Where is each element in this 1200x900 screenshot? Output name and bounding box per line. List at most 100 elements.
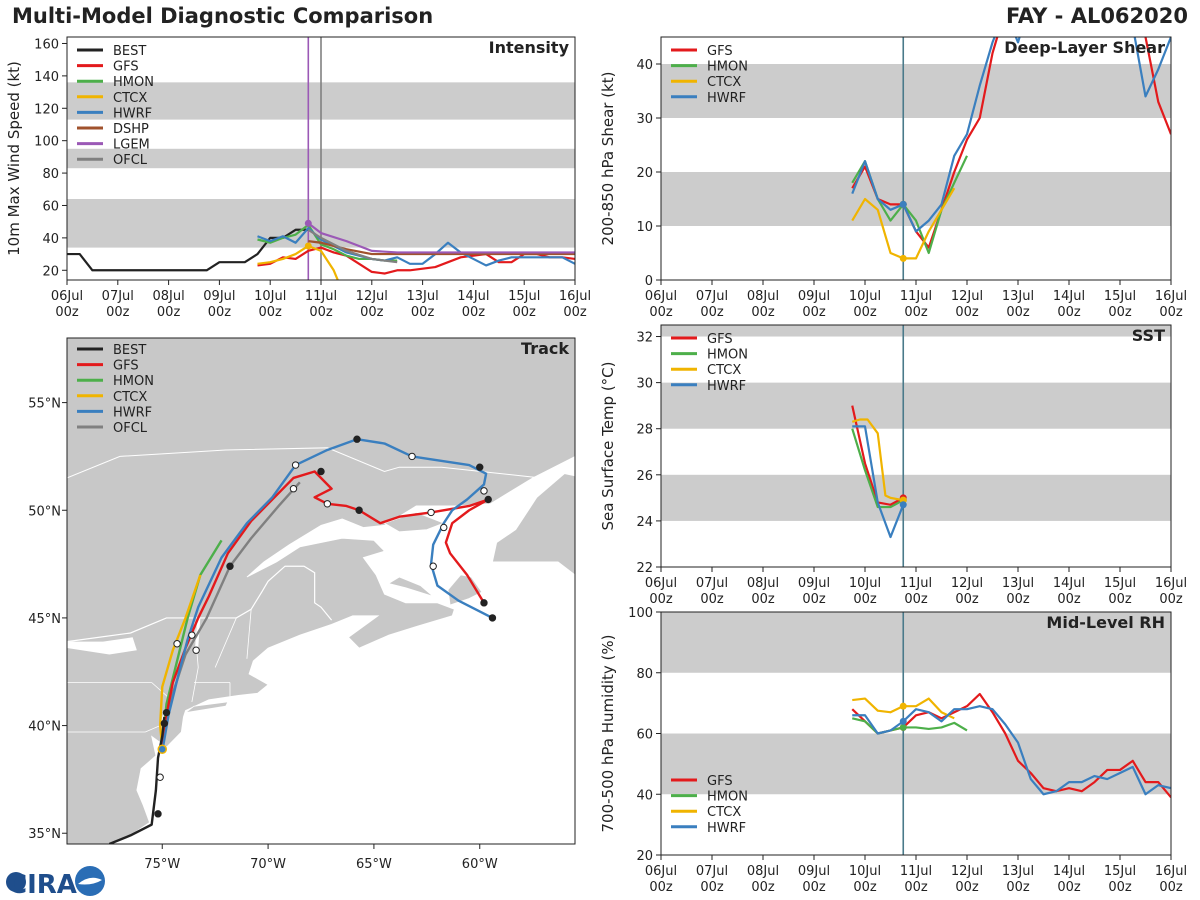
x-tick-hour-shear-8: 00z (1057, 305, 1081, 320)
state-border-2 (246, 609, 252, 659)
legend-label-rh-hwrf: HWRF (707, 821, 746, 836)
x-tick-hour-intensity-7: 00z (411, 305, 435, 320)
x-tick-label-sst-7: 13Jul (1002, 576, 1034, 591)
y-tick-label-intensity-120: 120 (34, 102, 59, 117)
track-point-hwrf-7 (488, 614, 497, 622)
y-tick-label-intensity-100: 100 (34, 135, 59, 150)
x-tick-hour-shear-2: 00z (751, 305, 775, 320)
legend-label-rh-ctcx: CTCX (707, 805, 741, 820)
x-tick-label-sst-6: 12Jul (951, 576, 983, 591)
y-tick-label-shear-40: 40 (636, 58, 653, 73)
lon-label-2: 65°W (356, 857, 392, 872)
x-tick-label-sst-8: 14Jul (1053, 576, 1085, 591)
y-tick-label-intensity-60: 60 (42, 199, 59, 214)
legend-label-rh-hmon: HMON (707, 790, 748, 805)
land-pei (387, 576, 434, 597)
legend-label-shear-hwrf: HWRF (707, 91, 746, 106)
map-area (67, 338, 575, 844)
x-tick-hour-sst-7: 00z (1006, 592, 1030, 607)
x-tick-label-intensity-2: 08Jul (152, 289, 184, 304)
shade-band-0 (661, 733, 1171, 795)
x-tick-label-rh-8: 14Jul (1053, 864, 1085, 879)
x-tick-hour-rh-8: 00z (1057, 880, 1081, 895)
series-sst-hwrf (852, 425, 905, 539)
y-tick-label-intensity-140: 140 (34, 70, 59, 85)
x-tick-hour-shear-3: 00z (802, 305, 826, 320)
x-tick-label-intensity-5: 11Jul (305, 289, 337, 304)
legend-label-track-hwrf: HWRF (113, 405, 152, 420)
legend-label-sst-hwrf: HWRF (707, 379, 746, 394)
track-point-gfs-2 (355, 506, 363, 514)
x-tick-hour-rh-5: 00z (904, 880, 928, 895)
track-point-hwrf-5 (440, 523, 448, 532)
x-tick-label-rh-7: 13Jul (1002, 864, 1034, 879)
legend-label-intensity-dshp: DSHP (113, 122, 149, 137)
init-marker-rh-hwrf (899, 717, 907, 725)
init-marker-shear-ctcx (899, 254, 907, 262)
border-us-canada (67, 565, 333, 643)
track-point-gfs-0 (317, 467, 325, 476)
figure-title: Multi-Model Diagnostic Comparison (12, 4, 434, 28)
track-point-ofcl-0 (173, 640, 181, 648)
legend-label-track-gfs: GFS (113, 359, 139, 374)
x-tick-hour-shear-6: 00z (955, 305, 979, 320)
y-tick-label-sst-24: 24 (636, 515, 653, 530)
plot-area-sst (661, 325, 1171, 567)
track-point-gfs-3 (427, 508, 435, 517)
legend-label-track-ctcx: CTCX (113, 390, 147, 405)
x-tick-hour-sst-1: 00z (700, 592, 724, 607)
x-tick-label-shear-2: 08Jul (747, 289, 779, 304)
x-tick-hour-rh-2: 00z (751, 880, 775, 895)
x-tick-label-intensity-4: 10Jul (254, 289, 286, 304)
x-tick-hour-intensity-4: 00z (259, 305, 283, 320)
x-tick-hour-shear-7: 00z (1006, 305, 1030, 320)
legend-label-intensity-hmon: HMON (113, 75, 154, 90)
init-position-marker (157, 744, 167, 755)
shade-band-0 (661, 172, 1171, 226)
track-point-hwrf-0 (291, 461, 300, 469)
x-tick-hour-sst-2: 00z (751, 592, 775, 607)
y-tick-label-intensity-160: 160 (34, 37, 59, 52)
x-tick-label-sst-5: 11Jul (900, 576, 932, 591)
track-best (108, 716, 166, 844)
panel-title-rh: Mid-Level RH (1046, 613, 1165, 632)
x-tick-label-sst-10: 16Jul (1155, 576, 1187, 591)
x-tick-label-sst-0: 06Jul (645, 576, 677, 591)
x-tick-label-sst-3: 09Jul (798, 576, 830, 591)
panel-track: 35°N 40°N 45°N 50°N 55°N 75°W 70°W 65°W 60°W Trac… (28, 337, 576, 872)
shade-band-0 (661, 474, 1171, 521)
series-sst-ctcx (851, 418, 904, 502)
init-marker-sst-hwrf (899, 501, 907, 509)
x-tick-label-intensity-0: 06Jul (51, 289, 83, 304)
x-tick-label-rh-5: 11Jul (900, 864, 932, 879)
shade-band-2 (661, 325, 1171, 337)
x-tick-hour-intensity-3: 00z (208, 305, 232, 320)
x-tick-hour-sst-9: 00z (1108, 592, 1132, 607)
panel-title-shear: Deep-Layer Shear (1004, 38, 1165, 57)
legend-label-intensity-lgem: LGEM (113, 138, 150, 153)
x-tick-label-rh-4: 10Jul (849, 864, 881, 879)
init-marker-intensity-lgem (304, 219, 312, 227)
x-tick-hour-intensity-8: 00z (462, 305, 486, 320)
x-tick-label-shear-8: 14Jul (1053, 289, 1085, 304)
legend-label-track-ofcl: OFCL (113, 421, 148, 436)
logo-swirl-icon (78, 877, 102, 885)
x-tick-label-shear-7: 13Jul (1002, 289, 1034, 304)
y-tick-label-sst-22: 22 (636, 561, 653, 576)
x-tick-label-shear-9: 15Jul (1104, 289, 1136, 304)
x-tick-hour-sst-8: 00z (1057, 592, 1081, 607)
x-tick-hour-shear-10: 00z (1159, 305, 1183, 320)
lat-label-3: 50°N (28, 504, 61, 519)
track-point-best-0 (154, 810, 162, 818)
legend-label-sst-ctcx: CTCX (707, 363, 741, 378)
x-tick-hour-sst-6: 00z (955, 592, 979, 607)
legend-label-intensity-gfs: GFS (113, 60, 139, 75)
y-axis-label-intensity: 10m Max Wind Speed (kt) (5, 61, 23, 256)
lat-label-1: 40°N (28, 720, 61, 735)
x-tick-hour-intensity-1: 00z (106, 305, 130, 320)
x-tick-hour-intensity-10: 00z (563, 305, 587, 320)
x-tick-hour-intensity-5: 00z (309, 305, 333, 320)
legend-label-intensity-best: BEST (113, 44, 146, 59)
legend-label-shear-ctcx: CTCX (707, 75, 741, 90)
x-tick-label-rh-10: 16Jul (1155, 864, 1187, 879)
